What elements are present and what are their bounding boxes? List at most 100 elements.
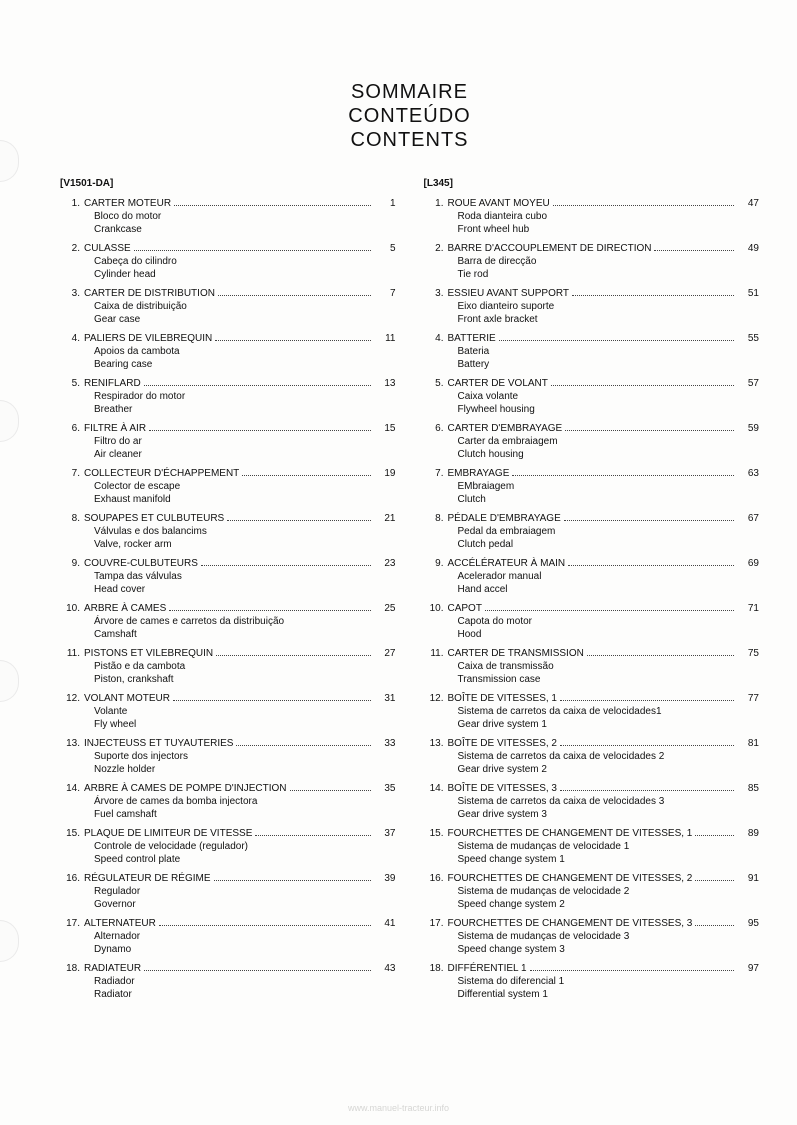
toc-entry-title-en: Speed change system 1 [424, 853, 760, 866]
toc-entry: 9.COUVRE-CULBUTEURS23Tampa das válvulasH… [60, 557, 396, 596]
toc-entry: 16.RÉGULATEUR DE RÉGIME39ReguladorGovern… [60, 872, 396, 911]
toc-entry-title-pt: Válvulas e dos balancims [60, 525, 396, 538]
toc-entry-title-fr: ROUE AVANT MOYEU [448, 197, 550, 210]
toc-entry: 17.ALTERNATEUR41AlternadorDynamo [60, 917, 396, 956]
toc-entry-row: 8.PÉDALE D'EMBRAYAGE67 [424, 512, 760, 525]
toc-entry-row: 14.ARBRE À CAMES DE POMPE D'INJECTION35 [60, 782, 396, 795]
toc-entry-title-fr: VOLANT MOTEUR [84, 692, 170, 705]
binding-hole [0, 140, 19, 182]
toc-entry-page: 47 [737, 197, 759, 210]
toc-entry-title-en: Hood [424, 628, 760, 641]
toc-entry: 12.BOÎTE DE VITESSES, 177Sistema de carr… [424, 692, 760, 731]
toc-entry-page: 15 [374, 422, 396, 435]
toc-entry-page: 25 [374, 602, 396, 615]
toc-entry-page: 81 [737, 737, 759, 750]
toc-entry-title-fr: PLAQUE DE LIMITEUR DE VITESSE [84, 827, 252, 840]
toc-entry: 12.VOLANT MOTEUR31VolanteFly wheel [60, 692, 396, 731]
toc-entry-row: 17.FOURCHETTES DE CHANGEMENT DE VITESSES… [424, 917, 760, 930]
toc-entry: 9.ACCÉLÉRATEUR À MAIN69Acelerador manual… [424, 557, 760, 596]
toc-leader [499, 340, 734, 341]
toc-entry-title-en: Gear case [60, 313, 396, 326]
toc-leader [565, 430, 734, 431]
toc-entry: 15.PLAQUE DE LIMITEUR DE VITESSE37Contro… [60, 827, 396, 866]
toc-entry-number: 6. [424, 422, 448, 435]
toc-entry-row: 2.BARRE D'ACCOUPLEMENT DE DIRECTION49 [424, 242, 760, 255]
toc-entry-page: 67 [737, 512, 759, 525]
toc-entry-page: 5 [374, 242, 396, 255]
toc-entry-title-fr: PALIERS DE VILEBREQUIN [84, 332, 212, 345]
toc-entry-page: 59 [737, 422, 759, 435]
toc-entry-row: 11.PISTONS ET VILEBREQUIN27 [60, 647, 396, 660]
toc-entry: 1.CARTER MOTEUR1Bloco do motorCrankcase [60, 197, 396, 236]
toc-entry-row: 11.CARTER DE TRANSMISSION75 [424, 647, 760, 660]
toc-entry-row: 7.EMBRAYAGE63 [424, 467, 760, 480]
toc-entry-title-pt: Bloco do motor [60, 210, 396, 223]
toc-entry-title-en: Cylinder head [60, 268, 396, 281]
toc-entry-page: 19 [374, 467, 396, 480]
toc-entry-number: 12. [60, 692, 84, 705]
toc-leader [695, 925, 734, 926]
toc-entry-row: 13.BOÎTE DE VITESSES, 281 [424, 737, 760, 750]
toc-entry-title-fr: RENIFLARD [84, 377, 141, 390]
toc-entry-row: 16.RÉGULATEUR DE RÉGIME39 [60, 872, 396, 885]
toc-entry-title-pt: Caixa volante [424, 390, 760, 403]
toc-entry-title-pt: Barra de direcção [424, 255, 760, 268]
title-pt: CONTEÚDO [60, 104, 759, 128]
toc-entry-row: 14.BOÎTE DE VITESSES, 385 [424, 782, 760, 795]
toc-entry-title-fr: COLLECTEUR D'ÉCHAPPEMENT [84, 467, 239, 480]
column-left: [V1501-DA] 1.CARTER MOTEUR1Bloco do moto… [60, 178, 396, 1007]
toc-entry-title-fr: PÉDALE D'EMBRAYAGE [448, 512, 561, 525]
toc-leader [290, 790, 371, 791]
toc-entry-title-fr: CULASSE [84, 242, 131, 255]
toc-leader [144, 970, 370, 971]
toc-entry-title-fr: BOÎTE DE VITESSES, 1 [448, 692, 557, 705]
toc-leader [227, 520, 370, 521]
toc-entry-title-pt: Sistema de carretos da caixa de velocida… [424, 705, 760, 718]
toc-entry-title-fr: RÉGULATEUR DE RÉGIME [84, 872, 211, 885]
title-block: SOMMAIRE CONTEÚDO CONTENTS [60, 80, 759, 152]
toc-entry-row: 9.COUVRE-CULBUTEURS23 [60, 557, 396, 570]
toc-entry-title-pt: Árvore de cames e carretos da distribuiç… [60, 615, 396, 628]
toc-entry-title-en: Tie rod [424, 268, 760, 281]
toc-entry-number: 13. [60, 737, 84, 750]
toc-entry-title-en: Governor [60, 898, 396, 911]
toc-entry-title-fr: CARTER MOTEUR [84, 197, 171, 210]
toc-entry-title-en: Valve, rocker arm [60, 538, 396, 551]
toc-leader [236, 745, 370, 746]
toc-entry-title-pt: Volante [60, 705, 396, 718]
toc-leader [572, 295, 734, 296]
toc-entry-row: 2.CULASSE5 [60, 242, 396, 255]
toc-entry-page: 97 [737, 962, 759, 975]
toc-entry: 14.BOÎTE DE VITESSES, 385Sistema de carr… [424, 782, 760, 821]
toc-entry-number: 10. [424, 602, 448, 615]
toc-entry-title-pt: Carter da embraiagem [424, 435, 760, 448]
toc-entry: 2.CULASSE5Cabeça do cilindroCylinder hea… [60, 242, 396, 281]
toc-entry-number: 17. [424, 917, 448, 930]
toc-entry-row: 18.RADIATEUR43 [60, 962, 396, 975]
toc-entry-title-fr: ALTERNATEUR [84, 917, 156, 930]
toc-entry-title-en: Breather [60, 403, 396, 416]
toc-leader [149, 430, 370, 431]
toc-leader [134, 250, 371, 251]
toc-leader [512, 475, 734, 476]
toc-entry-title-fr: FILTRE À AIR [84, 422, 146, 435]
toc-entry-title-en: Speed change system 2 [424, 898, 760, 911]
toc-entry-title-pt: Regulador [60, 885, 396, 898]
toc-entry-number: 15. [424, 827, 448, 840]
title-en: CONTENTS [60, 128, 759, 152]
toc-entry-title-pt: Bateria [424, 345, 760, 358]
toc-entry-number: 4. [424, 332, 448, 345]
toc-entry-title-en: Gear drive system 1 [424, 718, 760, 731]
toc-entry-title-en: Front axle bracket [424, 313, 760, 326]
toc-entry: 11.PISTONS ET VILEBREQUIN27Pistão e da c… [60, 647, 396, 686]
toc-entry-page: 49 [737, 242, 759, 255]
toc-entry-title-en: Camshaft [60, 628, 396, 641]
toc-entry-number: 7. [60, 467, 84, 480]
toc-leader [560, 790, 734, 791]
toc-entry-title-fr: CARTER DE TRANSMISSION [448, 647, 584, 660]
toc-entry-title-fr: BATTERIE [448, 332, 496, 345]
toc-entry: 8.PÉDALE D'EMBRAYAGE67Pedal da embraiage… [424, 512, 760, 551]
toc-entry-title-en: Air cleaner [60, 448, 396, 461]
toc-entry: 17.FOURCHETTES DE CHANGEMENT DE VITESSES… [424, 917, 760, 956]
toc-entry-number: 3. [60, 287, 84, 300]
